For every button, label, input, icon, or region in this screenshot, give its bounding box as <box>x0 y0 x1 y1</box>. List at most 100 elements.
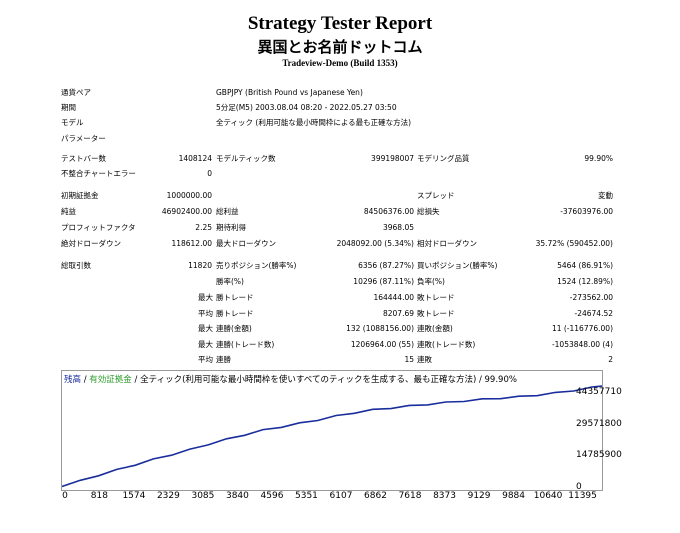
y-tick-label: 14785900 <box>576 450 622 461</box>
symbol-value: GBPJPY (British Pound vs Japanese Yen) <box>216 88 363 97</box>
avg-consecutive-wins-label: 連勝 <box>216 355 231 364</box>
avg-word: 平均 <box>198 309 213 318</box>
profit-factor-label: プロフィットファクタ <box>61 223 136 232</box>
consecutive-losses-amount-label: 連敗(金額) <box>417 324 453 333</box>
max-loss-label: 敗トレード <box>417 293 455 302</box>
x-tick-label: 6107 <box>329 491 353 501</box>
balance-line <box>61 385 603 488</box>
consecutive-losses-amount-value: 11 (-116776.00) <box>551 324 613 333</box>
max-drawdown-label: 最大ドローダウン <box>216 239 276 248</box>
gross-loss-label: 総損失 <box>417 207 440 216</box>
x-tick-label: 4596 <box>260 491 284 501</box>
x-tick-label: 3840 <box>225 491 249 501</box>
net-label: 純益 <box>61 207 76 216</box>
legend-separator: / <box>81 375 90 385</box>
long-positions-value: 5464 (86.91%) <box>557 261 613 270</box>
loss-rate-label: 負率(%) <box>417 277 445 286</box>
x-tick-label: 9129 <box>467 491 491 501</box>
legend-equity: 有効証拠金 <box>89 375 132 385</box>
x-tick-label: 5351 <box>295 491 318 501</box>
spread-label: スプレッド <box>417 191 455 200</box>
model-value: 全ティック (利用可能な最小時間枠による最も正確な方法) <box>216 118 412 127</box>
period-label: 期間 <box>61 103 76 112</box>
max-word-2: 最大 <box>198 324 213 333</box>
ticks-value: 399198007 <box>371 154 414 163</box>
symbol-label: 通貨ペア <box>61 88 91 97</box>
x-tick-label: 1574 <box>122 491 146 501</box>
parameters-label: パラメーター <box>61 134 106 143</box>
max-win-label: 勝トレード <box>216 293 254 302</box>
profit-factor-value: 2.25 <box>195 223 212 232</box>
consecutive-wins-count-label: 連勝(トレード数) <box>216 340 275 349</box>
x-tick-label: 11395 <box>568 491 597 501</box>
max-word: 最大 <box>198 293 213 302</box>
consecutive-losses-count-value: -1053848.00 (4) <box>551 340 613 349</box>
loss-rate-value: 1524 (12.89%) <box>557 277 613 286</box>
legend-model-info: / 全ティック(利用可能な最小時間枠を使いすべてのティックを生成する、最も正確な… <box>131 375 517 385</box>
balance-chart <box>61 370 603 491</box>
avg-consecutive-losses-value: 2 <box>608 355 613 364</box>
balance-chart-svg <box>61 385 603 488</box>
quality-label: モデリング品質 <box>417 154 470 163</box>
y-tick-label: 44357710 <box>576 387 622 398</box>
absolute-drawdown-label: 絶対ドローダウン <box>61 239 121 248</box>
avg-loss-value: -24674.52 <box>574 309 614 318</box>
mismatch-label: 不整合チャートエラー <box>61 169 136 178</box>
total-trades-label: 総取引数 <box>61 261 91 270</box>
gross-profit-label: 総利益 <box>216 207 239 216</box>
period-value: 5分足(M5) 2003.08.04 08:20 - 2022.05.27 03… <box>216 103 397 112</box>
total-trades-value: 11820 <box>188 261 212 270</box>
server-name: Tradeview-Demo (Build 1353) <box>282 58 398 68</box>
absolute-drawdown-value: 118612.00 <box>171 239 212 248</box>
report-title: Strategy Tester Report <box>247 13 433 34</box>
spread-value: 変動 <box>598 191 613 200</box>
max-drawdown-value: 2048092.00 (5.34%) <box>336 239 414 248</box>
report-subtitle: 異国とお名前ドットコム <box>257 38 423 56</box>
max-word-3: 最大 <box>198 340 213 349</box>
quality-value: 99.90% <box>584 154 613 163</box>
avg-loss-label: 敗トレード <box>417 309 455 318</box>
consecutive-wins-amount-value: 132 (1088156.00) <box>346 324 414 333</box>
avg-word-2: 平均 <box>198 355 213 364</box>
deposit-value: 1000000.00 <box>166 191 212 200</box>
expected-payoff-label: 期待利得 <box>216 223 246 232</box>
gross-loss-value: -37603976.00 <box>560 207 613 216</box>
relative-drawdown-value: 35.72% (590452.00) <box>535 239 613 248</box>
consecutive-losses-count-label: 連敗(トレード数) <box>417 340 476 349</box>
consecutive-wins-count-value: 1206964.00 (55) <box>350 340 414 349</box>
deposit-label: 初期証拠金 <box>61 191 99 200</box>
bars-label: テストバー数 <box>61 154 106 163</box>
x-tick-label: 818 <box>90 491 108 501</box>
avg-win-value: 8207.69 <box>382 309 414 318</box>
net-value: 46902400.00 <box>161 207 212 216</box>
x-tick-label: 7618 <box>398 491 422 501</box>
legend-balance: 残高 <box>64 375 82 385</box>
x-tick-label: 6862 <box>364 491 387 501</box>
win-rate-value: 10296 (87.11%) <box>353 277 414 286</box>
short-positions-value: 6356 (87.27%) <box>358 261 414 270</box>
avg-consecutive-losses-label: 連敗 <box>417 355 432 364</box>
relative-drawdown-label: 相対ドローダウン <box>417 239 477 248</box>
chart-legend: 残高 / 有効証拠金 / 全ティック(利用可能な最小時間枠を使いすべてのティック… <box>64 373 517 385</box>
ticks-label: モデルティック数 <box>216 154 276 163</box>
gross-profit-value: 84506376.00 <box>363 207 414 216</box>
avg-win-label: 勝トレード <box>216 309 254 318</box>
x-tick-label: 9884 <box>502 491 525 501</box>
y-tick-label: 0 <box>576 482 582 492</box>
x-tick-label: 0 <box>62 491 68 501</box>
x-tick-label: 3085 <box>191 491 215 501</box>
short-positions-label: 売りポジション(勝率%) <box>216 261 297 270</box>
max-win-value: 164444.00 <box>373 293 414 302</box>
max-loss-value: -273562.00 <box>569 293 613 302</box>
avg-consecutive-wins-value: 15 <box>404 355 414 364</box>
expected-payoff-value: 3968.05 <box>382 223 414 232</box>
y-tick-label: 29571800 <box>576 418 622 429</box>
model-label: モデル <box>61 118 84 127</box>
x-tick-label: 2329 <box>156 491 180 501</box>
win-rate-label: 勝率(%) <box>216 277 244 286</box>
long-positions-label: 買いポジション(勝率%) <box>417 261 498 270</box>
bars-value: 1408124 <box>178 154 212 163</box>
x-tick-label: 10640 <box>533 491 563 501</box>
x-tick-label: 8373 <box>433 491 456 501</box>
consecutive-wins-amount-label: 連勝(金額) <box>216 324 252 333</box>
